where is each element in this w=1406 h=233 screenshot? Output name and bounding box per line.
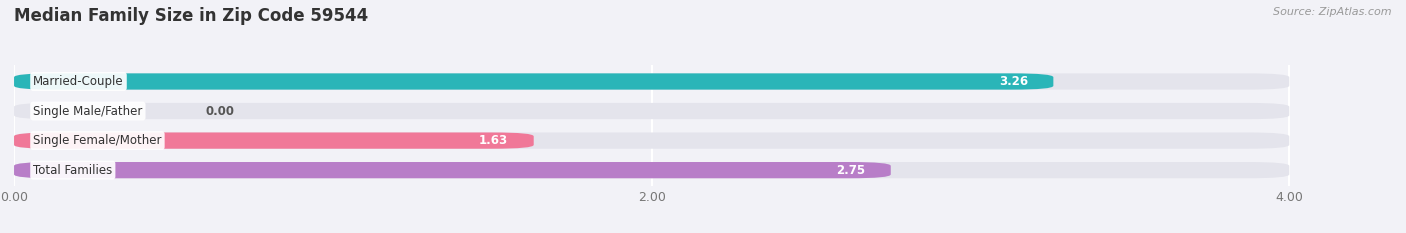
Text: Source: ZipAtlas.com: Source: ZipAtlas.com — [1274, 7, 1392, 17]
FancyBboxPatch shape — [14, 133, 1289, 149]
Text: 3.26: 3.26 — [998, 75, 1028, 88]
FancyBboxPatch shape — [14, 73, 1289, 90]
FancyBboxPatch shape — [14, 162, 891, 178]
FancyBboxPatch shape — [14, 103, 1289, 119]
Text: Total Families: Total Families — [34, 164, 112, 177]
Text: 1.63: 1.63 — [479, 134, 508, 147]
Text: Single Male/Father: Single Male/Father — [34, 105, 142, 117]
Text: 0.00: 0.00 — [205, 105, 235, 117]
FancyBboxPatch shape — [14, 162, 1289, 178]
Text: Median Family Size in Zip Code 59544: Median Family Size in Zip Code 59544 — [14, 7, 368, 25]
FancyBboxPatch shape — [14, 73, 1053, 90]
FancyBboxPatch shape — [14, 133, 534, 149]
Text: Single Female/Mother: Single Female/Mother — [34, 134, 162, 147]
Text: Married-Couple: Married-Couple — [34, 75, 124, 88]
Text: 2.75: 2.75 — [837, 164, 865, 177]
